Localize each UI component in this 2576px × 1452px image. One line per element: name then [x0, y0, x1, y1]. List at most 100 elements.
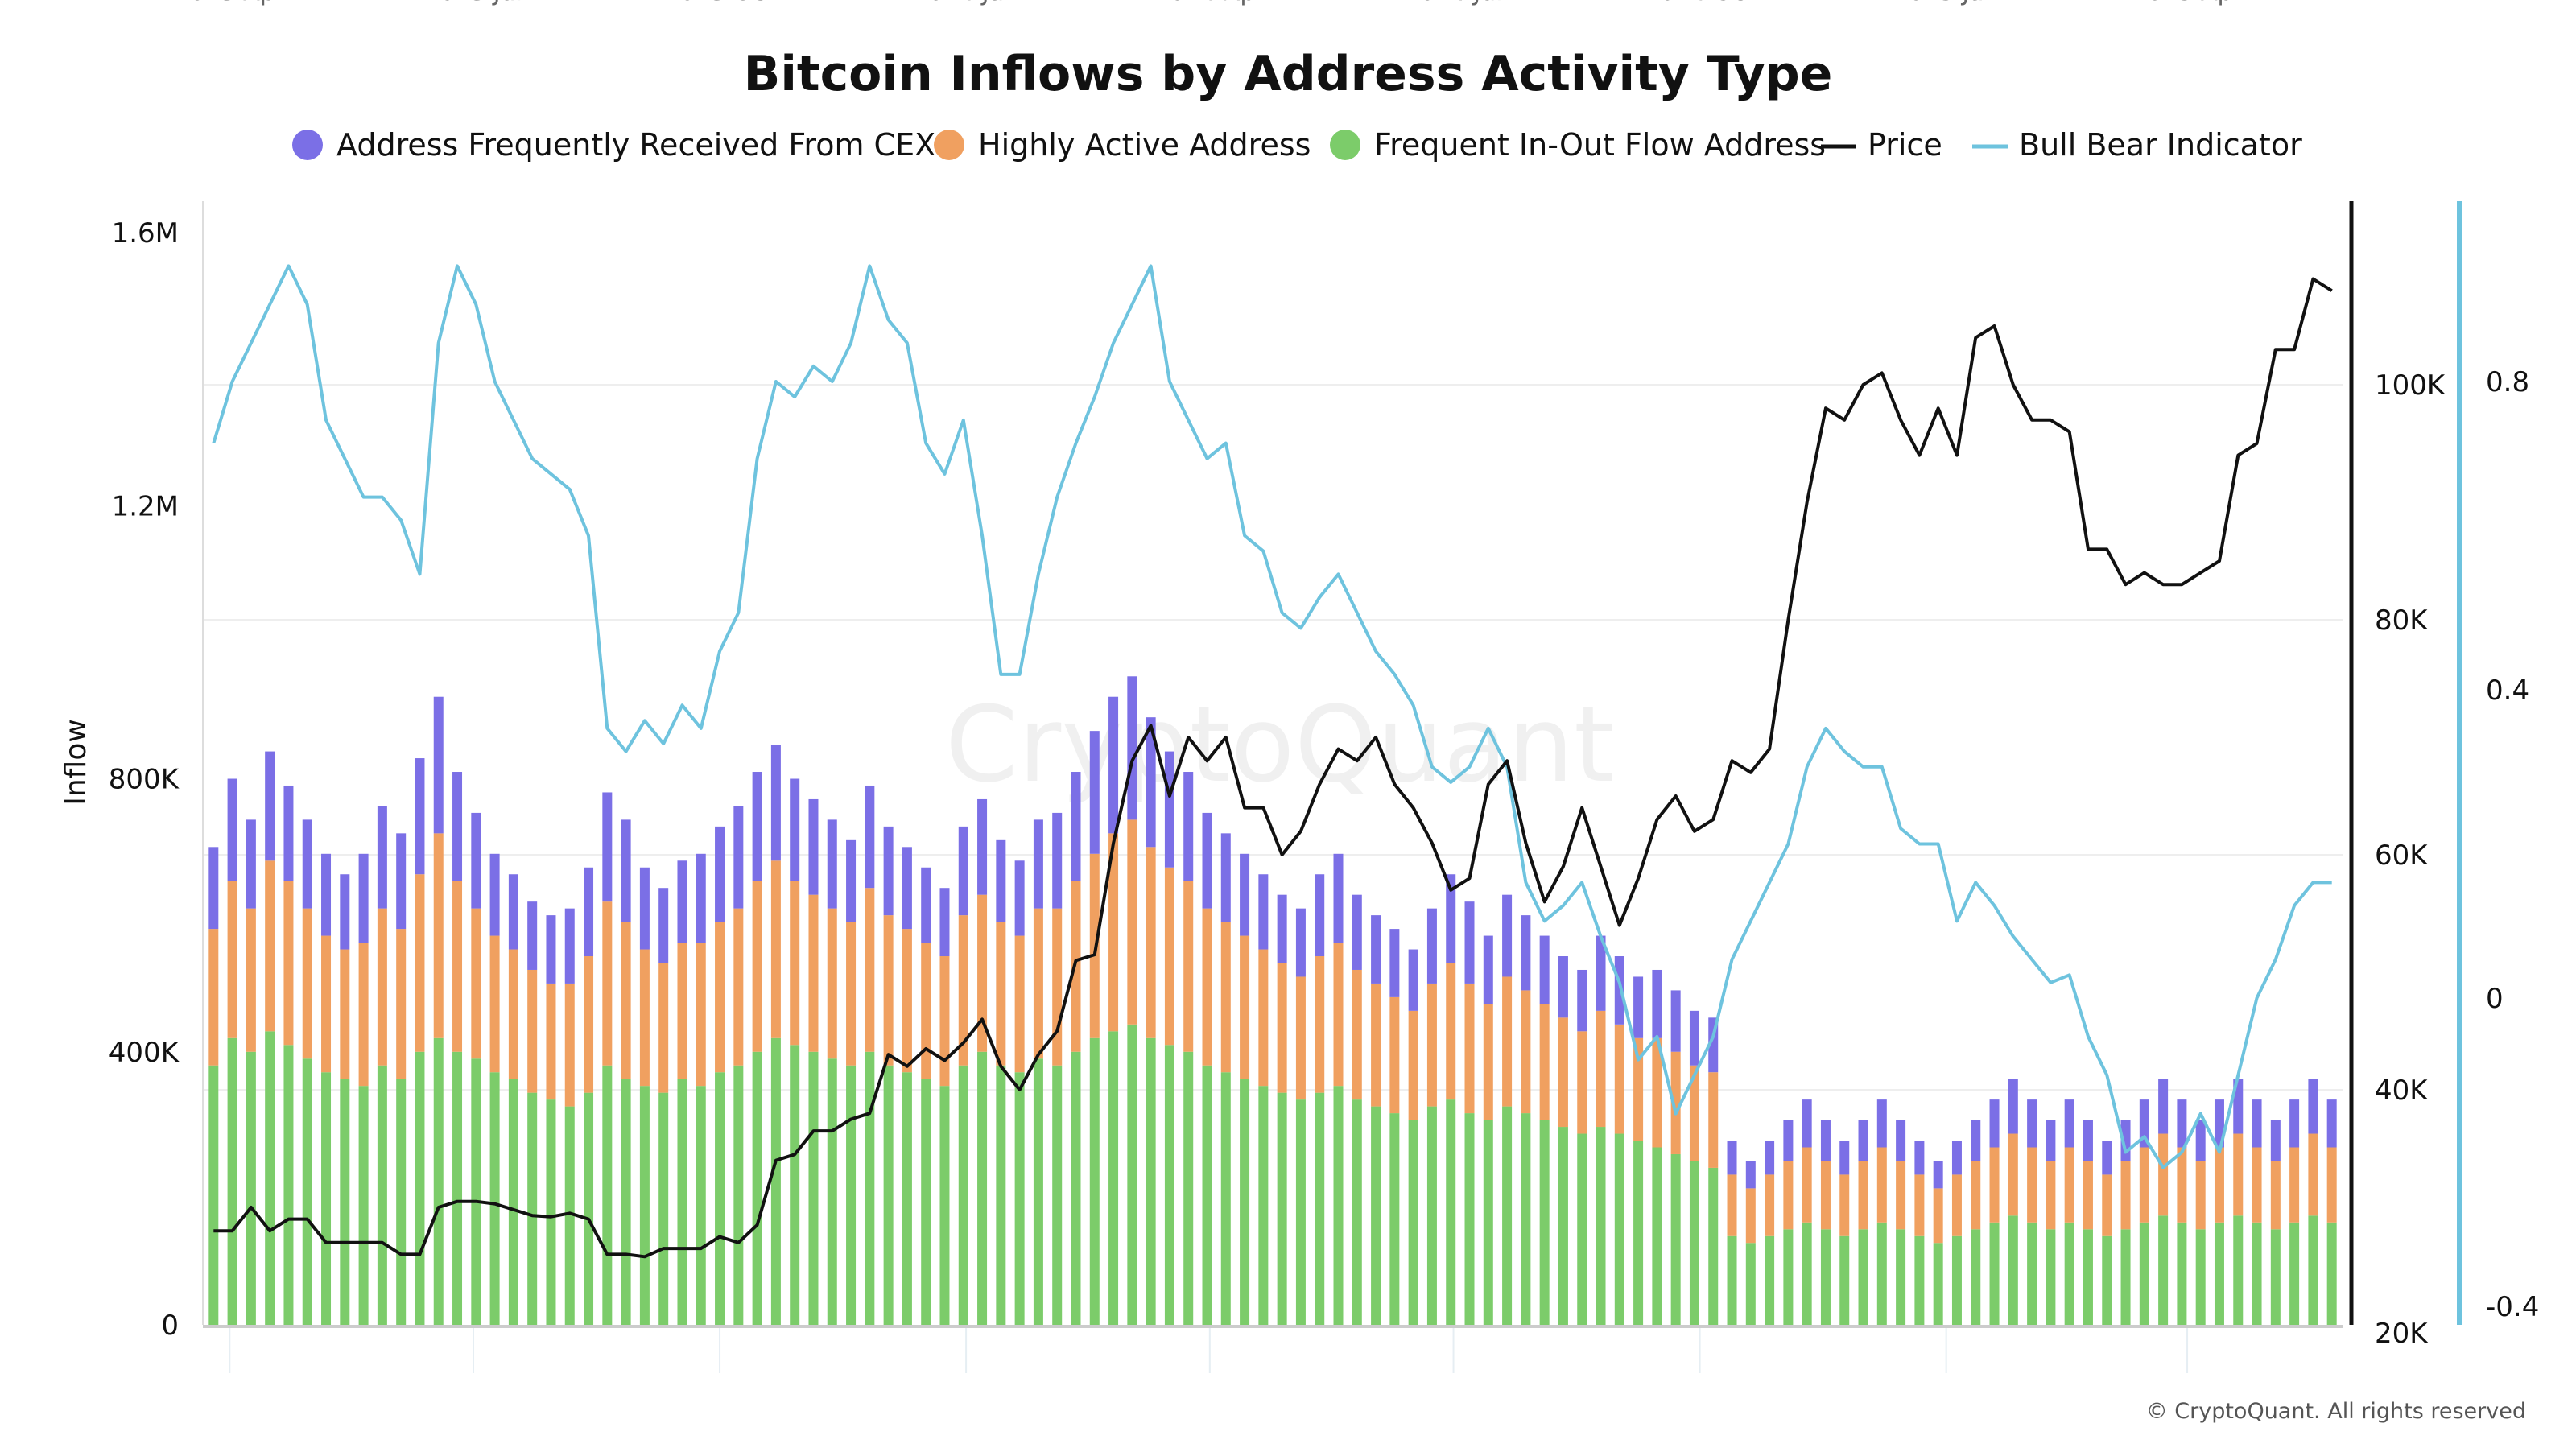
bar-received-from-cex	[677, 860, 687, 943]
legend-label: Highly Active Address	[978, 127, 1311, 163]
bar-highly-active	[2214, 1147, 2224, 1223]
bar-received-from-cex	[1502, 894, 1513, 977]
bar-frequent-in-out	[808, 1051, 819, 1325]
bar-frequent-in-out	[2008, 1215, 2018, 1325]
bar-highly-active	[1389, 996, 1400, 1114]
bar-highly-active	[2027, 1147, 2037, 1223]
bar-highly-active	[1633, 1037, 1644, 1141]
bar-frequent-in-out	[2083, 1229, 2093, 1325]
bar-received-from-cex	[1727, 1141, 1737, 1175]
bar-highly-active	[1464, 983, 1475, 1114]
bar-received-from-cex	[1783, 1120, 1794, 1161]
bar-received-from-cex	[584, 867, 594, 957]
bar-highly-active	[1971, 1161, 1981, 1230]
copyright: © CryptoQuant. All rights reserved	[2146, 1399, 2526, 1424]
bar-highly-active	[1558, 1017, 1568, 1128]
bar-frequent-in-out	[1633, 1141, 1644, 1325]
bar-received-from-cex	[1315, 874, 1325, 957]
bar-received-from-cex	[1521, 915, 1531, 991]
bar-frequent-in-out	[2326, 1222, 2337, 1325]
bar-received-from-cex	[752, 772, 762, 881]
bar-frequent-in-out	[265, 1031, 275, 1325]
bar-received-from-cex	[1127, 676, 1137, 820]
bar-highly-active	[1502, 976, 1513, 1107]
bar-received-from-cex	[1333, 853, 1344, 943]
bar-highly-active	[1446, 963, 1456, 1100]
bar-highly-active	[677, 943, 687, 1079]
bar-received-from-cex	[1164, 751, 1174, 868]
bar-received-from-cex	[1258, 874, 1269, 950]
bar-highly-active	[996, 922, 1006, 1066]
bar-received-from-cex	[1014, 860, 1025, 936]
bar-frequent-in-out	[2195, 1229, 2206, 1325]
bar-received-from-cex	[1989, 1099, 2000, 1148]
bar-frequent-in-out	[1408, 1120, 1418, 1325]
bar-received-from-cex	[1483, 935, 1493, 1004]
bar-frequent-in-out	[1464, 1113, 1475, 1325]
price-line	[213, 277, 2333, 1259]
bar-highly-active	[1183, 881, 1194, 1052]
bar-highly-active	[2102, 1174, 2112, 1236]
bar-frequent-in-out	[770, 1037, 781, 1325]
bar-highly-active	[1127, 819, 1137, 1025]
bar-frequent-in-out	[1858, 1229, 1868, 1325]
legend: Address Frequently Received From CEX High…	[292, 127, 2302, 163]
bar-frequent-in-out	[1652, 1147, 1662, 1325]
x-tick-label: 2024 Oct	[1645, 0, 1756, 6]
bar-highly-active	[1652, 1037, 1662, 1148]
bar-highly-active	[752, 881, 762, 1052]
bar-highly-active	[227, 881, 237, 1038]
bar-highly-active	[246, 908, 256, 1052]
bull-bear-tick-label: 0	[2486, 983, 2504, 1015]
bar-frequent-in-out	[283, 1045, 294, 1325]
bar-received-from-cex	[1933, 1161, 1943, 1189]
bar-frequent-in-out	[2252, 1222, 2262, 1325]
bar-received-from-cex	[1558, 956, 1568, 1018]
bar-received-from-cex	[2027, 1099, 2037, 1148]
bar-received-from-cex	[1446, 874, 1456, 963]
bar-received-from-cex	[808, 798, 819, 895]
bar-highly-active	[415, 874, 425, 1052]
bar-highly-active	[715, 922, 725, 1073]
bar-frequent-in-out	[1708, 1167, 1719, 1325]
bar-received-from-cex	[1052, 812, 1063, 909]
bar-highly-active	[790, 881, 800, 1046]
bar-highly-active	[1295, 976, 1306, 1100]
bar-received-from-cex	[1371, 915, 1381, 984]
bar-received-from-cex	[790, 778, 800, 881]
bar-received-from-cex	[2214, 1099, 2224, 1148]
bar-received-from-cex	[415, 758, 425, 875]
bar-frequent-in-out	[865, 1051, 875, 1325]
legend-item: Address Frequently Received From CEX	[292, 127, 935, 163]
bar-received-from-cex	[452, 772, 463, 881]
bar-frequent-in-out	[1783, 1229, 1794, 1325]
bar-highly-active	[1689, 1065, 1699, 1161]
bar-highly-active	[1765, 1174, 1775, 1236]
bar-highly-active	[564, 983, 575, 1107]
bar-highly-active	[827, 908, 837, 1059]
bar-received-from-cex	[433, 696, 444, 834]
bar-frequent-in-out	[1839, 1235, 1850, 1325]
y-left-tick-label: 0	[161, 1310, 179, 1342]
bar-highly-active	[1258, 949, 1269, 1087]
bar-frequent-in-out	[584, 1092, 594, 1325]
bar-frequent-in-out	[1033, 1058, 1043, 1325]
bar-received-from-cex	[2326, 1099, 2337, 1148]
bar-frequent-in-out	[1240, 1079, 1250, 1325]
bar-received-from-cex	[921, 867, 931, 943]
bar-received-from-cex	[2308, 1079, 2318, 1134]
bar-frequent-in-out	[939, 1086, 950, 1325]
bar-highly-active	[1033, 908, 1043, 1059]
legend-label: Bull Bear Indicator	[2019, 127, 2302, 163]
bar-frequent-in-out	[508, 1079, 518, 1325]
bar-received-from-cex	[939, 888, 950, 957]
legend-label: Frequent In-Out Flow Address	[1374, 127, 1826, 163]
bar-frequent-in-out	[1446, 1099, 1456, 1325]
bar-received-from-cex	[283, 785, 294, 881]
bar-frequent-in-out	[2139, 1222, 2149, 1325]
bar-highly-active	[1896, 1161, 1906, 1230]
bar-highly-active	[1708, 1072, 1719, 1168]
bar-frequent-in-out	[302, 1058, 312, 1325]
bar-highly-active	[958, 915, 968, 1066]
bar-highly-active	[1989, 1147, 2000, 1223]
